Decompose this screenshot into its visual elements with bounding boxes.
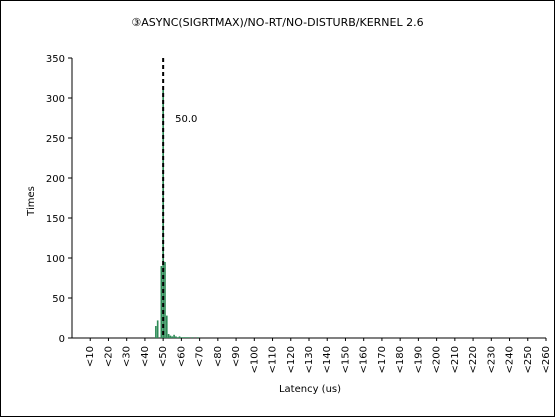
y-tick-label: 100 [46, 254, 65, 265]
y-tick-label: 350 [46, 54, 65, 65]
bar [164, 262, 166, 338]
x-tick-label: <240 [505, 346, 516, 373]
x-tick-label: <100 [249, 346, 260, 373]
bar [165, 315, 168, 338]
x-tick-label: <230 [486, 346, 497, 373]
x-tick-label: <50 [158, 346, 169, 367]
bar [180, 337, 183, 338]
bar [171, 336, 174, 338]
bar [178, 336, 181, 338]
x-tick-label: <250 [523, 346, 534, 373]
y-tick-label: 50 [52, 294, 65, 305]
x-tick-label: <140 [322, 346, 333, 373]
y-axis: 0 50 100 150 200 250 300 350 [46, 54, 73, 345]
x-tick-label: <110 [268, 346, 279, 373]
x-tick-label: <10 [85, 346, 96, 367]
y-tick-label: 0 [59, 334, 65, 345]
bar [175, 336, 177, 338]
x-tick-label: <20 [103, 346, 114, 367]
bar [167, 334, 170, 338]
x-tick-label: <260 [541, 346, 552, 373]
x-tick-label: <40 [140, 346, 151, 367]
bar [191, 337, 194, 338]
x-tick-label: <200 [432, 346, 443, 373]
bars [155, 90, 199, 338]
bar [176, 337, 179, 338]
bar [169, 335, 172, 338]
x-tick-label: <190 [413, 346, 424, 373]
x-tick-label: <220 [468, 346, 479, 373]
y-tick-label: 200 [46, 174, 65, 185]
bar [155, 326, 157, 338]
mean-marker: 50.0 [162, 58, 197, 338]
x-tick-label: <90 [231, 346, 242, 367]
bar [187, 337, 190, 338]
bar [196, 337, 199, 338]
bar [184, 337, 186, 338]
x-tick-label: <120 [286, 346, 297, 373]
y-tick-label: 150 [46, 214, 65, 225]
bar [156, 320, 159, 338]
bar [173, 334, 175, 338]
x-tick-label: <160 [359, 346, 370, 373]
x-tick-label: <60 [176, 346, 187, 367]
x-tick-label: <80 [213, 346, 224, 367]
x-tick-label: <170 [377, 346, 388, 373]
chart-title: ③ASYNC(SIGRTMAX)/NO-RT/NO-DISTURB/KERNEL… [131, 16, 424, 29]
y-tick-label: 300 [46, 94, 65, 105]
bar [160, 266, 163, 338]
x-tick-label: <150 [340, 346, 351, 373]
x-tick-label: <180 [395, 346, 406, 373]
x-tick-label: <130 [304, 346, 315, 373]
x-axis: <10 <20 <30 <40 <50 <60 <70 <80 <90 <100 <110 <120 <… [72, 337, 552, 373]
x-tick-label: <70 [195, 346, 206, 367]
mean-marker-label: 50.0 [175, 114, 197, 125]
x-tick-label: <210 [450, 346, 461, 373]
x-axis-label: Latency (us) [279, 384, 341, 395]
y-axis-label: Times [26, 186, 37, 217]
y-tick-label: 250 [46, 134, 65, 145]
x-tick-label: <30 [122, 346, 133, 367]
bar [182, 337, 185, 338]
bar [186, 337, 188, 338]
